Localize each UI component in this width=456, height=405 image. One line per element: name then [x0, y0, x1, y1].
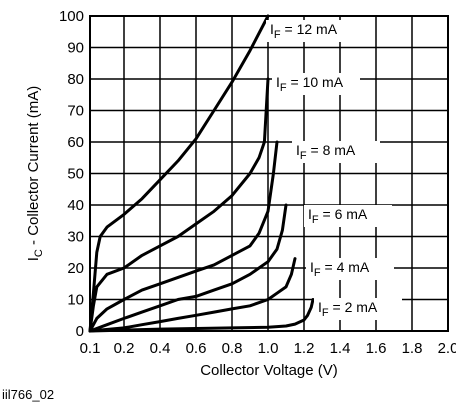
curves: [88, 14, 315, 333]
series-label-0: IF = 12 mA: [270, 21, 338, 41]
x-tick-label: 1.0: [258, 340, 279, 357]
figure-id: iil766_02: [2, 387, 54, 402]
y-tick-label: 90: [67, 40, 84, 57]
y-tick-label: 70: [67, 103, 84, 120]
series-label-bg: [306, 258, 394, 280]
y-tick-labels: 0 10 20 30 40 50 60 70 80 90 100: [59, 8, 84, 340]
curve-series-2: [88, 140, 279, 333]
x-tick-label: 2.0: [438, 340, 456, 357]
y-tick-label: 80: [67, 71, 84, 88]
x-tick-label: 1.8: [402, 340, 423, 357]
series-label-3: IF = 6 mA: [308, 206, 368, 226]
series-label-1: IF = 10 mA: [276, 74, 344, 94]
series-label-bg: [272, 73, 360, 95]
series-label-bg: [292, 141, 380, 163]
x-tick-label: 0.4: [150, 340, 171, 357]
series-label-2: IF = 8 mA: [296, 142, 356, 162]
x-tick-labels: 0.1 0.2 0.4 0.6 0.8 1.0 1.2 1.4 1.6 1.8 2.0: [80, 340, 456, 357]
x-tick-label: 1.2: [294, 340, 315, 357]
series-label-bg: [304, 205, 392, 227]
x-tick-label: 0.2: [114, 340, 135, 357]
series-label-bg: [314, 298, 402, 320]
plot-frame: [89, 15, 449, 332]
series-label-4: IF = 4 mA: [310, 259, 370, 279]
y-tick-label: 30: [67, 229, 84, 246]
x-tick-label: 0.6: [186, 340, 207, 357]
curve-series-4: [88, 257, 297, 333]
x-tick-label: 0.8: [222, 340, 243, 357]
x-axis-title: Collector Voltage (V): [200, 362, 338, 379]
y-axis-title: IC - Collector Current (mA): [25, 86, 45, 261]
y-tick-label: 50: [67, 166, 84, 183]
series-label-bg: [266, 20, 354, 42]
x-tick-label: 0.1: [80, 340, 101, 357]
y-tick-label: 100: [59, 8, 84, 25]
series-labels: IF = 12 mA IF = 10 mA IF = 8 mA IF = 6 mA IF…: [266, 20, 402, 320]
x-tick-label: 1.4: [330, 340, 351, 357]
curve-series-0: [88, 14, 270, 333]
y-tick-label: 10: [67, 292, 84, 309]
y-tick-label: 20: [67, 260, 84, 277]
y-tick-label: 0: [76, 323, 84, 340]
y-tick-label: 40: [67, 197, 84, 214]
x-tick-label: 1.6: [366, 340, 387, 357]
curve-series-3: [88, 203, 288, 333]
curve-series-5: [88, 298, 315, 333]
series-label-5: IF = 2 mA: [318, 299, 378, 319]
grid-lines: [89, 15, 449, 332]
y-tick-label: 60: [67, 134, 84, 151]
curve-series-1: [88, 77, 270, 333]
